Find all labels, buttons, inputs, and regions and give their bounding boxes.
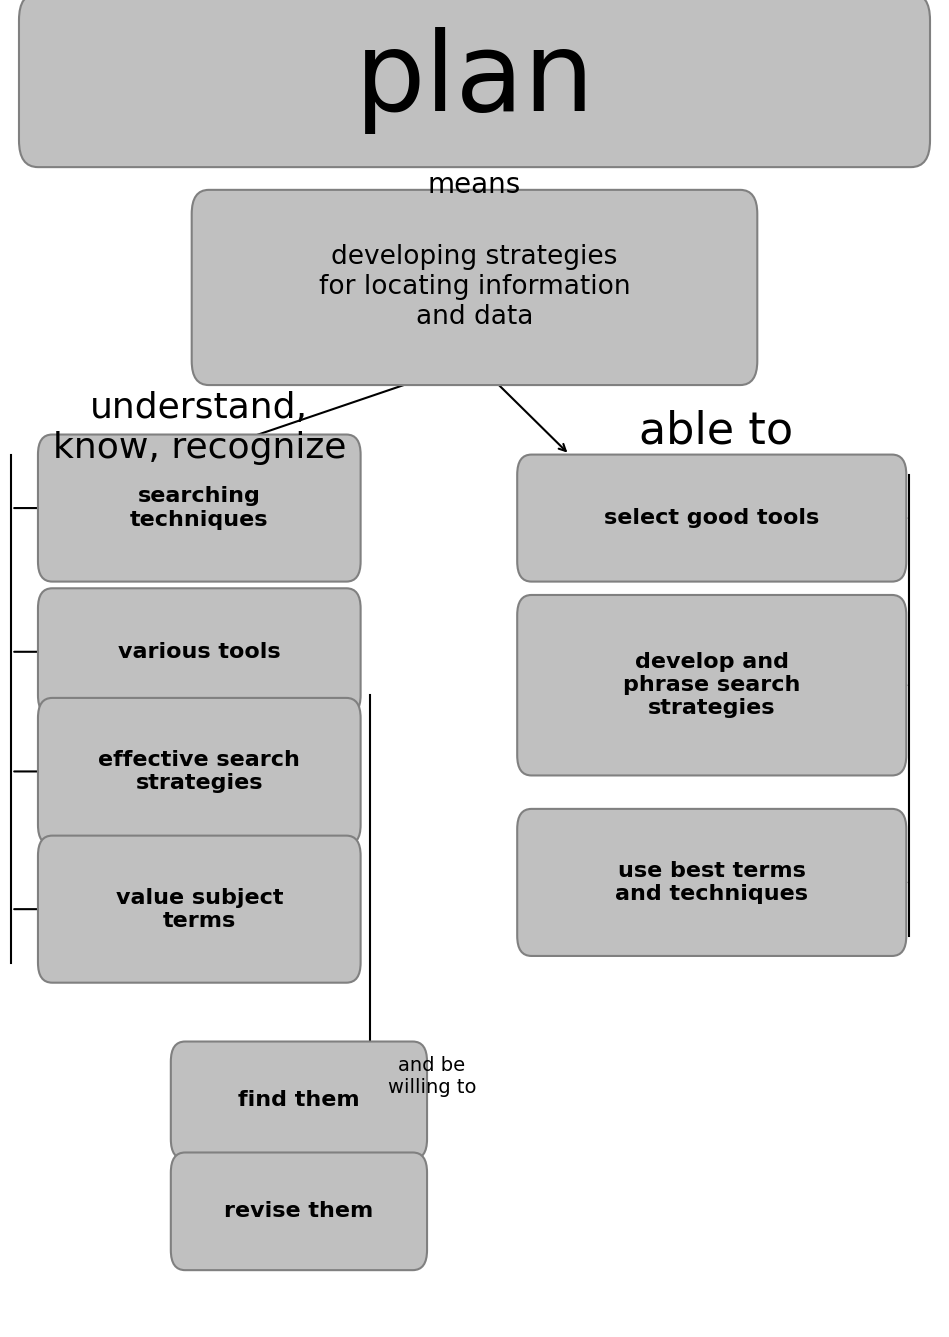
Text: searching
techniques: searching techniques: [130, 487, 269, 529]
Text: and be
willing to: and be willing to: [387, 1056, 476, 1098]
Text: able to: able to: [640, 409, 793, 452]
Text: value subject
terms: value subject terms: [116, 888, 283, 931]
Text: developing strategies
for locating information
and data: developing strategies for locating infor…: [319, 245, 630, 330]
FancyBboxPatch shape: [192, 190, 757, 385]
Text: understand,
know, recognize: understand, know, recognize: [52, 392, 346, 464]
FancyBboxPatch shape: [38, 588, 361, 715]
Text: select good tools: select good tools: [605, 508, 819, 528]
FancyBboxPatch shape: [19, 0, 930, 167]
Text: use best terms
and techniques: use best terms and techniques: [615, 861, 809, 904]
FancyBboxPatch shape: [38, 435, 361, 582]
Text: plan: plan: [354, 27, 595, 134]
Text: revise them: revise them: [224, 1202, 374, 1221]
Text: develop and
phrase search
strategies: develop and phrase search strategies: [623, 652, 800, 718]
FancyBboxPatch shape: [517, 809, 906, 956]
FancyBboxPatch shape: [38, 698, 361, 845]
Text: various tools: various tools: [118, 642, 281, 662]
Text: effective search
strategies: effective search strategies: [99, 750, 300, 793]
FancyBboxPatch shape: [517, 595, 906, 775]
FancyBboxPatch shape: [171, 1152, 427, 1270]
FancyBboxPatch shape: [171, 1042, 427, 1159]
FancyBboxPatch shape: [38, 836, 361, 983]
Text: find them: find them: [238, 1091, 360, 1110]
FancyBboxPatch shape: [517, 455, 906, 582]
Text: means: means: [428, 171, 521, 198]
